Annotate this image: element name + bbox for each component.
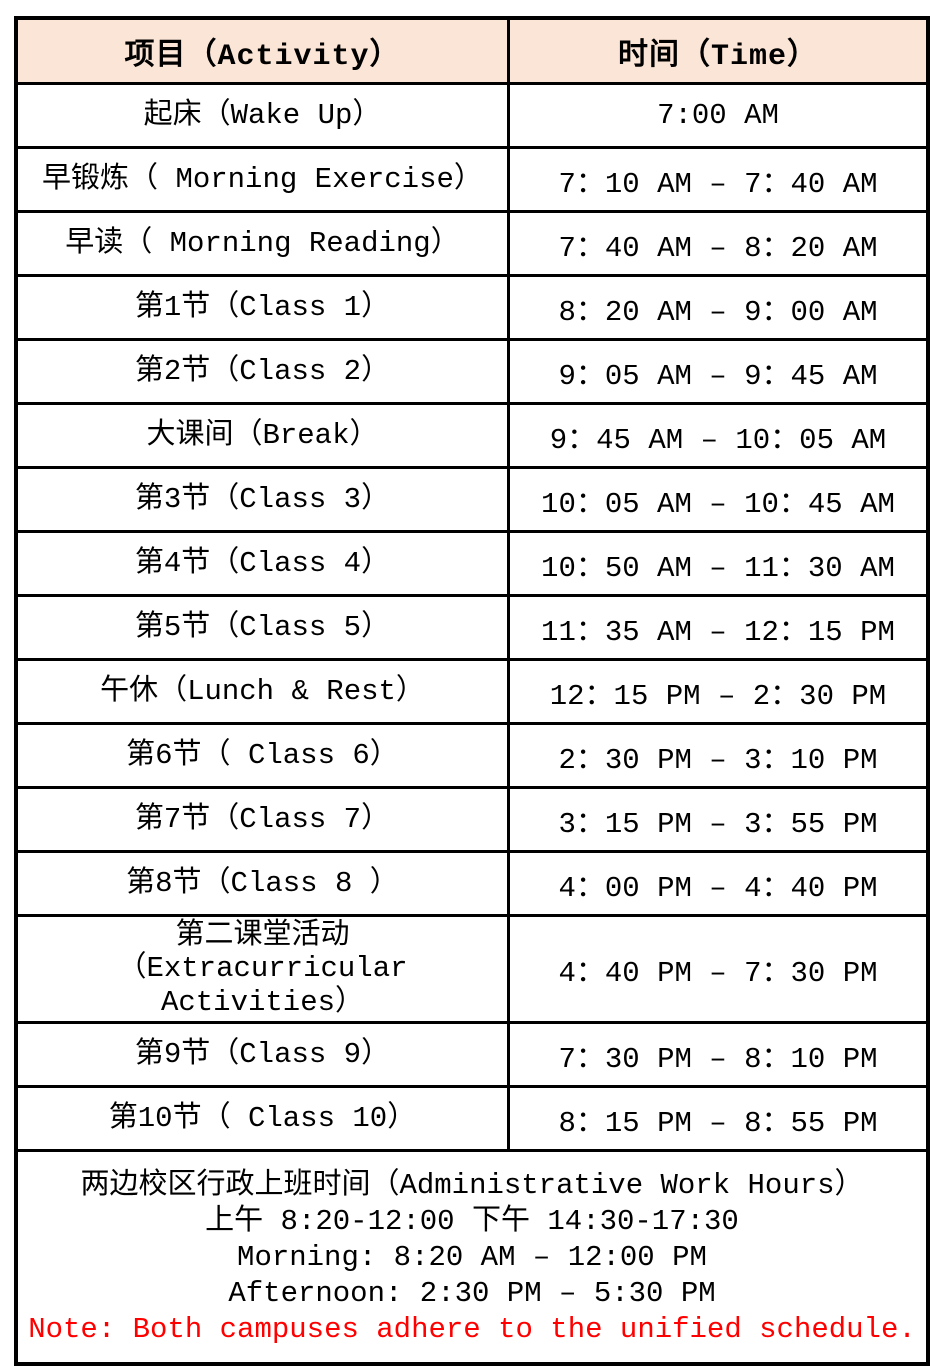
activity-cell: 第2节（Class 2） xyxy=(14,338,510,405)
time-cell: 4：40 PM – 7：30 PM xyxy=(506,913,930,1025)
table-row: 第5节（Class 5） 11：35 AM – 12：15 PM xyxy=(14,594,930,661)
schedule-body: 起床（Wake Up） 7:00 AM 早锻炼（ Morning Exercise）… xyxy=(14,82,930,1153)
schedule-footer: 两边校区行政上班时间（Administrative Work Hours） 上午… xyxy=(14,1149,930,1366)
schedule-header: 项目（Activity） 时间（Time） xyxy=(14,16,930,85)
activity-cell: 早读（ Morning Reading） xyxy=(14,210,510,277)
table-row: 大课间（Break） 9：45 AM – 10：05 AM xyxy=(14,402,930,469)
time-cell: 12：15 PM – 2：30 PM xyxy=(506,658,930,725)
time-column-header: 时间（Time） xyxy=(506,16,930,85)
time-cell: 3：15 PM – 3：55 PM xyxy=(506,786,930,853)
activity-cell: 午休（Lunch & Rest） xyxy=(14,658,510,725)
time-cell: 10：50 AM – 11：30 AM xyxy=(506,530,930,597)
activity-cell: 早锻炼（ Morning Exercise） xyxy=(14,146,510,213)
table-row: 第二课堂活动 （Extracurricular Activities） 4：40 … xyxy=(14,913,930,1025)
table-row: 第6节（ Class 6） 2：30 PM – 3：10 PM xyxy=(14,722,930,789)
activity-cell: 第二课堂活动 （Extracurricular Activities） xyxy=(14,913,510,1025)
table-row: 第7节（Class 7） 3：15 PM – 3：55 PM xyxy=(14,786,930,853)
admin-hours-title: 两边校区行政上班时间（Administrative Work Hours） xyxy=(80,1169,864,1203)
schedule-table: 项目（Activity） 时间（Time） 起床（Wake Up） 7:00 AM… xyxy=(14,16,930,1366)
time-cell: 7：30 PM – 8：10 PM xyxy=(506,1021,930,1089)
admin-hours-cn: 上午 8:20-12:00 下午 14:30-17:30 xyxy=(205,1205,739,1239)
time-cell: 7：10 AM – 7：40 AM xyxy=(506,146,930,213)
table-row: 第1节（Class 1） 8：20 AM – 9：00 AM xyxy=(14,274,930,341)
table-row: 起床（Wake Up） 7:00 AM xyxy=(14,82,930,149)
time-cell: 4：00 PM – 4：40 PM xyxy=(506,850,930,917)
activity-cell: 第10节（ Class 10） xyxy=(14,1085,510,1153)
activity-cell: 第8节（Class 8 ） xyxy=(14,850,510,917)
time-cell: 9：05 AM – 9：45 AM xyxy=(506,338,930,405)
time-cell: 9：45 AM – 10：05 AM xyxy=(506,402,930,469)
activity-cell: 第4节（Class 4） xyxy=(14,530,510,597)
admin-hours-morning: Morning: 8:20 AM – 12:00 PM xyxy=(237,1241,707,1275)
time-cell: 8：20 AM – 9：00 AM xyxy=(506,274,930,341)
activity-cell: 第5节（Class 5） xyxy=(14,594,510,661)
time-cell: 11：35 AM – 12：15 PM xyxy=(506,594,930,661)
table-row: 早锻炼（ Morning Exercise） 7：10 AM – 7：40 AM xyxy=(14,146,930,213)
activity-cell: 第9节（Class 9） xyxy=(14,1021,510,1089)
table-row: 第8节（Class 8 ） 4：00 PM – 4：40 PM xyxy=(14,850,930,917)
activity-cell: 第7节（Class 7） xyxy=(14,786,510,853)
header-row: 项目（Activity） 时间（Time） xyxy=(14,16,930,85)
table-row: 午休（Lunch & Rest） 12：15 PM – 2：30 PM xyxy=(14,658,930,725)
activity-cell: 大课间（Break） xyxy=(14,402,510,469)
table-row: 第2节（Class 2） 9：05 AM – 9：45 AM xyxy=(14,338,930,405)
table-row: 早读（ Morning Reading） 7：40 AM – 8：20 AM xyxy=(14,210,930,277)
table-row: 第3节（Class 3） 10：05 AM – 10：45 AM xyxy=(14,466,930,533)
activity-cell: 第6节（ Class 6） xyxy=(14,722,510,789)
time-cell: 10：05 AM – 10：45 AM xyxy=(506,466,930,533)
activity-column-header: 项目（Activity） xyxy=(14,16,510,85)
time-cell: 7：40 AM – 8：20 AM xyxy=(506,210,930,277)
time-cell: 2：30 PM – 3：10 PM xyxy=(506,722,930,789)
table-row: 第9节（Class 9） 7：30 PM – 8：10 PM xyxy=(14,1021,930,1089)
time-cell: 8：15 PM – 8：55 PM xyxy=(506,1085,930,1153)
footer-row: 两边校区行政上班时间（Administrative Work Hours） 上午… xyxy=(14,1149,930,1366)
time-cell: 7:00 AM xyxy=(506,82,930,149)
table-row: 第4节（Class 4） 10：50 AM – 11：30 AM xyxy=(14,530,930,597)
note-line: Note: Both campuses adhere to the unifie… xyxy=(28,1313,916,1347)
activity-cell: 第3节（Class 3） xyxy=(14,466,510,533)
table-row: 第10节（ Class 10） 8：15 PM – 8：55 PM xyxy=(14,1085,930,1153)
activity-cell: 第1节（Class 1） xyxy=(14,274,510,341)
footer-cell: 两边校区行政上班时间（Administrative Work Hours） 上午… xyxy=(14,1149,930,1366)
admin-hours-afternoon: Afternoon: 2:30 PM – 5:30 PM xyxy=(228,1277,716,1311)
activity-cell: 起床（Wake Up） xyxy=(14,82,510,149)
